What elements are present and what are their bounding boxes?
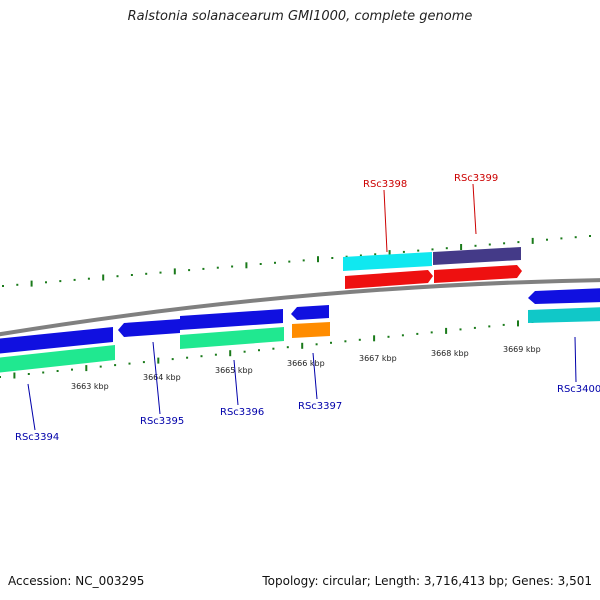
gene-label-rsc3399[interactable]: RSc3399	[454, 173, 498, 184]
gene-rsc3396-blue[interactable]	[180, 309, 283, 330]
gene-label-rsc3398[interactable]: RSc3398	[363, 179, 407, 190]
gene-rsc3397-orange[interactable]	[292, 322, 330, 338]
gene-rsc3397-blue[interactable]	[291, 305, 329, 320]
gene-rsc3399-red[interactable]	[434, 265, 522, 283]
kbp-label-3663: 3663 kbp	[71, 382, 109, 391]
map-title: Ralstonia solanacearum GMI1000, complete…	[127, 9, 473, 24]
gene-rsc3394[interactable]	[0, 327, 115, 373]
gene-rsc3396-green[interactable]	[180, 327, 284, 349]
gene-rsc3394-green[interactable]	[0, 345, 115, 373]
leader-rsc3396	[233, 359, 239, 406]
gene-rsc3398-cyan[interactable]	[343, 252, 432, 271]
gene-label-rsc3397[interactable]: RSc3397	[298, 401, 342, 412]
gene-rsc3395[interactable]	[118, 319, 180, 337]
leader-rsc3394	[27, 383, 36, 431]
gene-rsc3400-blue[interactable]	[528, 288, 600, 304]
gene-label-rsc3395[interactable]: RSc3395	[140, 416, 184, 427]
gene-rsc3397[interactable]	[291, 305, 330, 338]
gene-rsc3398-red[interactable]	[345, 270, 433, 289]
gene-rsc3394-blue[interactable]	[0, 327, 113, 354]
gene-rsc3399[interactable]	[433, 247, 522, 283]
gene-rsc3396[interactable]	[180, 309, 284, 349]
kbp-label-3664: 3664 kbp	[143, 373, 181, 382]
gene-rsc3399-purple[interactable]	[433, 247, 521, 265]
accession-text: Accession: NC_003295	[8, 574, 145, 588]
kbp-label-3665: 3665 kbp	[215, 366, 253, 375]
gene-rsc3400-teal[interactable]	[528, 307, 600, 323]
kbp-label-3667: 3667 kbp	[359, 354, 397, 363]
genome-backbone	[0, 278, 600, 337]
gene-label-rsc3400[interactable]: RSc3400	[557, 384, 600, 395]
gene-rsc3398[interactable]	[343, 252, 433, 289]
reverse-scale-track	[0, 313, 591, 379]
gene-label-rsc3396[interactable]: RSc3396	[220, 407, 264, 418]
genome-summary-text: Topology: circular; Length: 3,716,413 bp…	[262, 574, 592, 588]
gene-rsc3395-blue[interactable]	[118, 319, 180, 337]
kbp-label-3669: 3669 kbp	[503, 345, 541, 354]
kbp-label-3666: 3666 kbp	[287, 359, 325, 368]
leader-rsc3395	[152, 341, 161, 415]
leader-rsc3399	[472, 183, 477, 235]
kbp-label-3668: 3668 kbp	[431, 349, 469, 358]
leader-rsc3398	[383, 189, 388, 253]
leader-rsc3400	[574, 336, 577, 383]
leader-rsc3397	[312, 352, 318, 400]
gene-rsc3400[interactable]	[528, 288, 600, 323]
gene-label-rsc3394[interactable]: RSc3394	[15, 432, 59, 443]
